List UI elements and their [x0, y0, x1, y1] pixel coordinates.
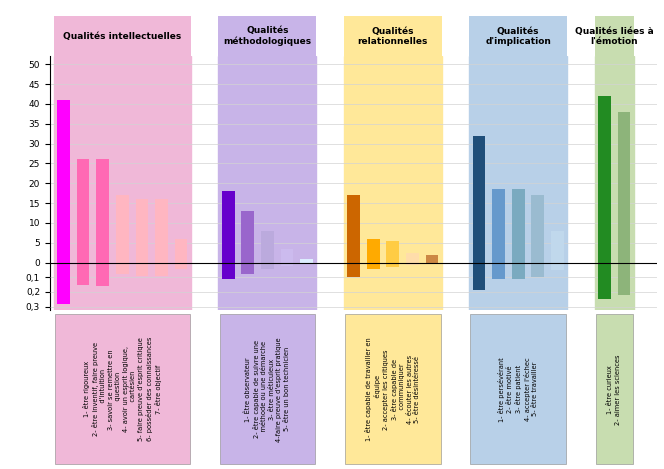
Text: 1: 1	[225, 269, 231, 278]
Bar	[242, 263, 254, 274]
Bar	[492, 189, 505, 263]
Bar	[531, 195, 544, 263]
Bar	[77, 159, 90, 263]
Text: 5: 5	[554, 269, 560, 278]
Bar	[618, 263, 630, 295]
Bar	[155, 199, 168, 263]
Text: 1- être rigoureux
2- être inventif, faire preuve
   d'intuition
3- savoir se rem: 1- être rigoureux 2- être inventif, fair…	[83, 337, 161, 441]
Text: 5: 5	[303, 269, 309, 278]
Bar	[473, 263, 485, 290]
Text: 4: 4	[284, 269, 290, 278]
Text: 2: 2	[496, 269, 501, 278]
Bar	[386, 263, 399, 267]
Text: 1: 1	[476, 269, 482, 278]
Bar	[135, 263, 148, 276]
Bar	[347, 263, 360, 277]
Bar	[512, 263, 525, 279]
Text: Qualités
relationnelles: Qualités relationnelles	[358, 27, 428, 46]
Text: 4: 4	[535, 269, 540, 278]
Bar	[551, 263, 564, 270]
Bar	[218, 263, 317, 310]
Bar	[281, 249, 293, 263]
Text: Qualités intellectuelles: Qualités intellectuelles	[63, 32, 181, 41]
Bar	[222, 263, 234, 279]
Bar	[261, 231, 274, 263]
Bar	[300, 259, 313, 263]
Bar	[96, 159, 109, 263]
Bar	[281, 263, 293, 265]
Bar	[531, 263, 544, 277]
Text: Qualités liées à
l'émotion: Qualités liées à l'émotion	[575, 27, 653, 46]
Text: 1- Être observateur
2- être capable de suivre une
   méthode ou une démarche
3- : 1- Être observateur 2- être capable de s…	[245, 337, 290, 442]
Bar	[222, 191, 234, 263]
Bar	[492, 263, 505, 279]
Bar	[551, 231, 564, 263]
Text: 2: 2	[371, 269, 376, 278]
Bar	[426, 263, 438, 265]
Text: Qualités
d'implication: Qualités d'implication	[485, 27, 551, 46]
Bar	[261, 263, 274, 268]
Bar	[367, 239, 380, 263]
Text: Qualités
méthodologiques: Qualités méthodologiques	[223, 26, 311, 46]
Bar	[367, 263, 380, 268]
Bar	[57, 100, 70, 263]
Text: 2: 2	[245, 269, 250, 278]
Text: 7: 7	[178, 269, 184, 278]
Bar	[54, 56, 191, 263]
Bar	[426, 255, 438, 263]
Text: 1- être capable de travailler en
   équipe
2- accepter les critiques
3- être cap: 1- être capable de travailler en équipe …	[365, 337, 420, 441]
Bar	[618, 112, 630, 263]
Text: 2: 2	[80, 269, 86, 278]
Bar	[469, 263, 567, 310]
Bar	[242, 211, 254, 263]
Text: 1: 1	[60, 269, 66, 278]
Bar	[218, 56, 317, 263]
Text: 3: 3	[264, 269, 270, 278]
Bar	[473, 136, 485, 263]
Text: 5: 5	[429, 269, 435, 278]
Bar	[594, 263, 634, 310]
Bar	[175, 263, 187, 268]
Text: 3: 3	[100, 269, 106, 278]
Text: 3: 3	[515, 269, 521, 278]
Bar	[96, 263, 109, 286]
Bar	[347, 195, 360, 263]
Bar	[344, 56, 442, 263]
Text: 3: 3	[390, 269, 396, 278]
Bar	[77, 263, 90, 285]
Bar	[406, 253, 419, 263]
Bar	[135, 199, 148, 263]
Bar	[386, 241, 399, 263]
Bar	[54, 263, 191, 310]
Text: 1: 1	[602, 269, 608, 278]
Bar	[116, 263, 129, 274]
Bar	[406, 263, 419, 265]
Text: 2: 2	[622, 269, 627, 278]
Text: 1: 1	[351, 269, 357, 278]
Bar	[175, 239, 187, 263]
Bar	[155, 263, 168, 276]
Text: 6: 6	[159, 269, 165, 278]
Bar	[594, 56, 634, 263]
Bar	[344, 263, 442, 310]
Bar	[598, 263, 611, 299]
Text: 1- être persévérant
2- être motivé
3- être patient
4- accepter l'échec
5- être t: 1- être persévérant 2- être motivé 3- êt…	[499, 357, 538, 422]
Text: 4: 4	[120, 269, 125, 278]
Bar	[512, 189, 525, 263]
Bar	[598, 96, 611, 263]
Bar	[116, 195, 129, 263]
Bar	[469, 56, 567, 263]
Bar	[57, 263, 70, 304]
Bar	[300, 263, 313, 264]
Text: 5: 5	[139, 269, 145, 278]
Text: 4: 4	[410, 269, 415, 278]
Text: 1- être curieux
2- aimer les sciences: 1- être curieux 2- aimer les sciences	[608, 354, 621, 424]
